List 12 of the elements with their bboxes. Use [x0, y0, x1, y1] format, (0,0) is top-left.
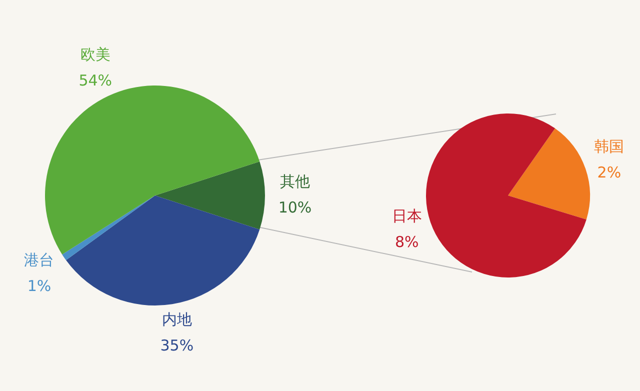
data-label: 8%	[394, 233, 419, 252]
slice-label: 韩国	[594, 138, 624, 156]
slice-label: 日本	[392, 207, 422, 226]
slice-label: 内地	[162, 310, 192, 329]
data-label: 10%	[278, 198, 312, 216]
slice-label: 其他	[280, 172, 310, 190]
data-label: 2%	[597, 164, 622, 182]
data-label: 54%	[78, 72, 112, 90]
slice-label: 港台	[24, 251, 54, 270]
slice-label: 欧美	[80, 46, 110, 64]
data-label: 35%	[160, 336, 194, 355]
data-label: 1%	[27, 277, 52, 296]
